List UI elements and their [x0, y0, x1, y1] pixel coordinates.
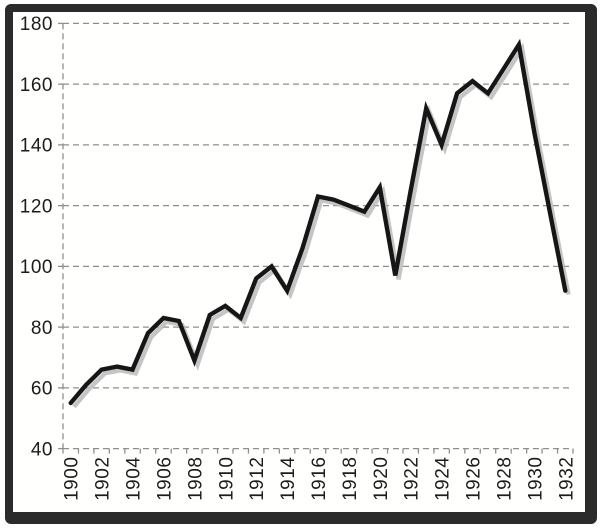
- x-tick-label: 1930: [525, 457, 546, 501]
- x-tick-label: 1912: [247, 457, 268, 501]
- x-tick-label: 1904: [124, 457, 145, 501]
- x-tick-label: 1922: [402, 457, 423, 501]
- x-tick-label: 1918: [340, 457, 361, 501]
- y-tick-label: 160: [20, 75, 53, 96]
- y-tick-label: 80: [31, 318, 53, 339]
- x-tick-label: 1928: [494, 457, 515, 501]
- x-tick-label: 1910: [216, 457, 237, 501]
- x-tick-label: 1906: [154, 457, 175, 501]
- x-tick-label: 1932: [556, 457, 577, 501]
- series-line-shadow: [72, 42, 571, 409]
- x-tick-label: 1900: [62, 457, 83, 501]
- x-tick-label: 1908: [185, 457, 206, 501]
- y-tick-label: 180: [20, 14, 53, 35]
- y-tick-label: 120: [20, 196, 53, 217]
- series-line: [68, 38, 568, 406]
- y-tick-label: 140: [20, 136, 53, 157]
- x-tick-label: 1914: [278, 457, 299, 501]
- x-tick-label: 1916: [309, 457, 330, 501]
- x-tick-label: 1920: [371, 457, 392, 501]
- y-tick-label: 60: [31, 379, 53, 400]
- x-tick-label: 1926: [464, 457, 485, 501]
- x-tick-label: 1902: [93, 457, 114, 501]
- x-tick-label: 1924: [433, 457, 454, 501]
- y-tick-label: 100: [20, 257, 53, 278]
- y-tick-label: 40: [31, 439, 53, 460]
